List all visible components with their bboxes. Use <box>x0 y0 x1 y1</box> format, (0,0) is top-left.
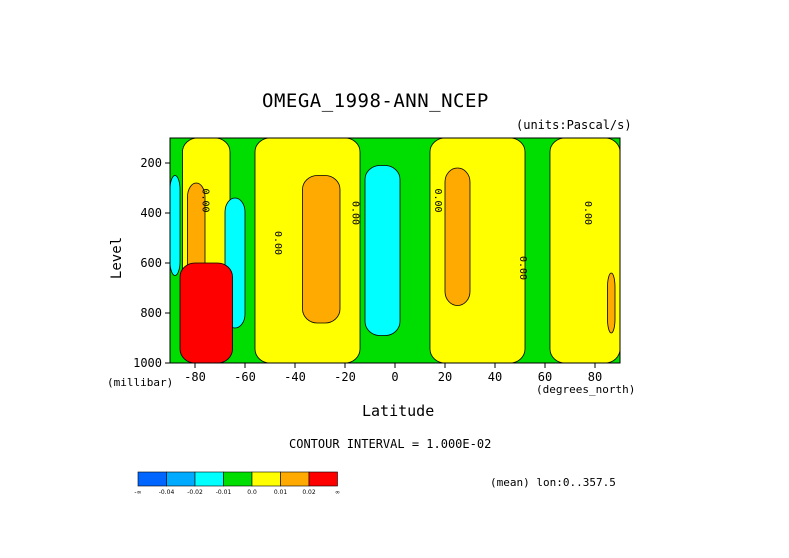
chart-title: OMEGA_1998-ANN_NCEP <box>262 90 489 112</box>
mean-longitude-text: (mean) lon:0..357.5 <box>490 476 616 489</box>
colorbar-swatch <box>223 471 253 487</box>
contour-label: 0.00 <box>517 256 528 280</box>
colorbar-swatch <box>194 471 224 487</box>
x-tick-label: -80 <box>184 370 206 384</box>
colorbar-swatch <box>280 471 310 487</box>
contour-label: 0.00 <box>200 188 211 212</box>
colorbar-swatch <box>166 471 196 487</box>
y-tick-label: 600 <box>140 256 162 270</box>
colorbar-label: ∞ <box>335 489 340 496</box>
contour-label: 0.00 <box>272 231 283 255</box>
y-tick-label: 800 <box>140 306 162 320</box>
x-tick-label: 0 <box>391 370 398 384</box>
y-tick-label: 400 <box>140 206 162 220</box>
contour-label: 0.00 <box>582 201 593 225</box>
colorbar-label: -0.01 <box>216 489 232 496</box>
colorbar-swatch <box>137 471 167 487</box>
y-tick-label: 200 <box>140 156 162 170</box>
x-tick-label: 20 <box>438 370 452 384</box>
colorbar-label: -0.04 <box>159 489 175 496</box>
colorbar-label: 0.0 <box>247 489 257 496</box>
y-axis-units: (millibar) <box>107 376 174 389</box>
y-tick-label: 1000 <box>133 356 162 370</box>
x-axis-label: Latitude <box>362 402 435 420</box>
x-tick-label: -60 <box>234 370 256 384</box>
x-tick-label: -20 <box>334 370 356 384</box>
contour-label: 0.00 <box>350 201 361 225</box>
units-label: (units:Pascal/s) <box>516 118 632 132</box>
colorbar-swatch <box>251 471 281 487</box>
contour-region-orange <box>607 272 616 334</box>
x-tick-label: 60 <box>538 370 552 384</box>
contour-region-cyan <box>364 165 401 336</box>
colorbar-label: 0.02 <box>302 489 316 496</box>
colorbar-label: 0.01 <box>274 489 288 496</box>
x-tick-label: -40 <box>284 370 306 384</box>
contour-region-orange <box>444 167 471 306</box>
contour-label: 0.00 <box>432 188 443 212</box>
contour-region-orange <box>302 175 341 324</box>
x-tick-label: 80 <box>588 370 602 384</box>
colorbar-swatch <box>308 471 338 487</box>
contour-interval-text: CONTOUR INTERVAL = 1.000E-02 <box>289 437 492 451</box>
x-tick-label: 40 <box>488 370 502 384</box>
colorbar-label: -∞ <box>134 489 141 496</box>
colorbar-label: -0.02 <box>187 489 203 496</box>
x-axis-units: (degrees_north) <box>536 383 636 396</box>
